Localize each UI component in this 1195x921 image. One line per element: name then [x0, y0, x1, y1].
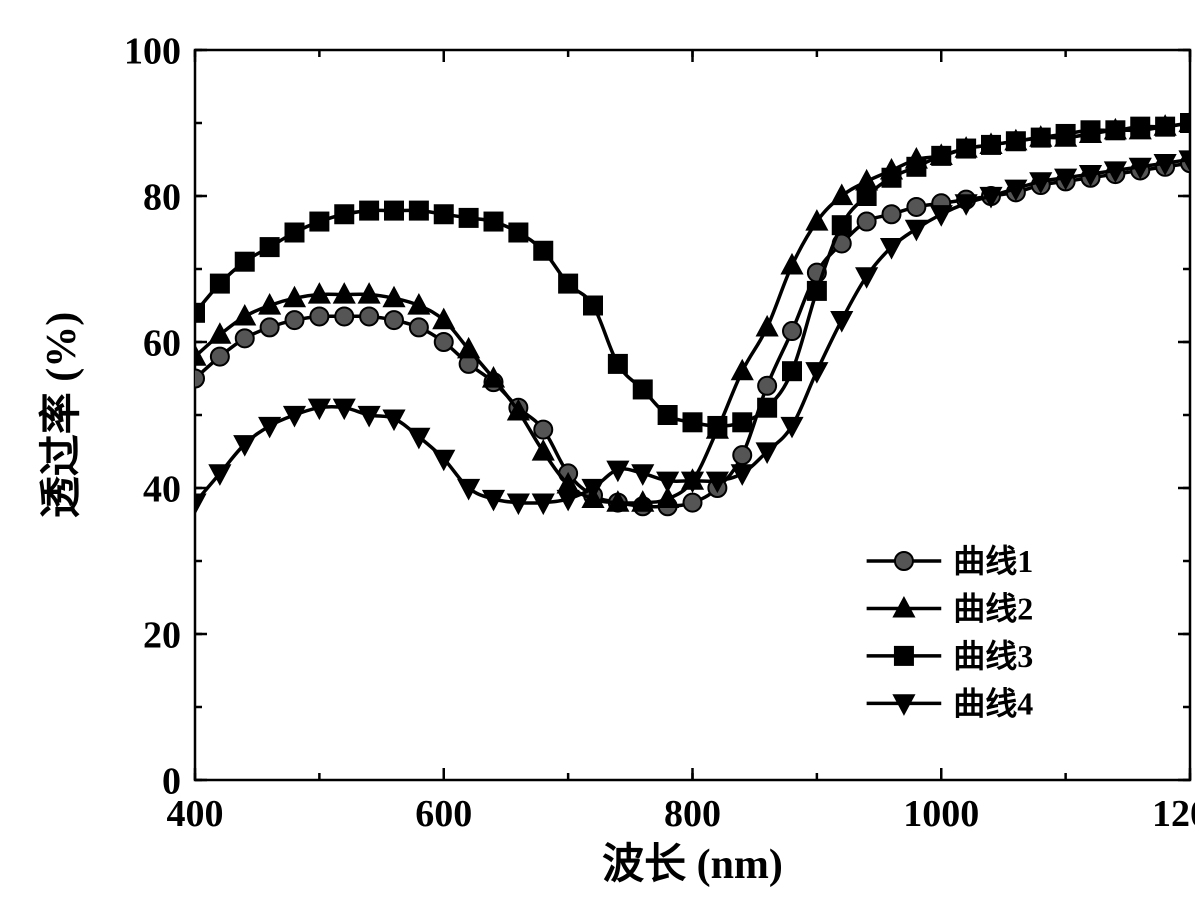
legend-label: 曲线3: [953, 638, 1033, 674]
legend-label: 曲线2: [953, 591, 1033, 627]
chart-container: 40060080010001200020406080100波长 (nm)透过率 …: [0, 0, 1195, 921]
y-tick-label: 100: [124, 30, 181, 72]
y-tick-label: 20: [143, 614, 181, 656]
x-tick-label: 600: [415, 793, 472, 835]
y-tick-label: 60: [143, 322, 181, 364]
y-axis-label: 透过率 (%): [38, 312, 85, 518]
y-tick-label: 0: [162, 760, 181, 802]
y-tick-label: 40: [143, 468, 181, 510]
x-tick-label: 1000: [903, 793, 979, 835]
x-tick-label: 800: [664, 793, 721, 835]
legend-label: 曲线1: [953, 543, 1033, 579]
x-axis-label: 波长 (nm): [602, 841, 783, 888]
x-tick-label: 1200: [1152, 793, 1195, 835]
transmittance-chart: 40060080010001200020406080100波长 (nm)透过率 …: [0, 0, 1195, 921]
legend-label: 曲线4: [953, 686, 1033, 722]
y-tick-label: 80: [143, 176, 181, 218]
